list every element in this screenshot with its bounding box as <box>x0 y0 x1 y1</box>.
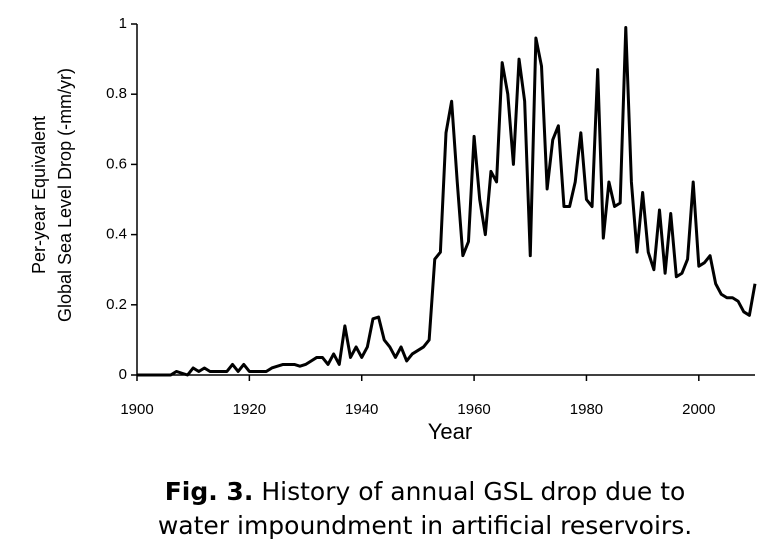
x-tick-label: 1900 <box>120 401 153 418</box>
y-tick-label: 0.8 <box>106 85 127 102</box>
x-tick-label: 1940 <box>345 401 378 418</box>
x-tick-label: 1920 <box>233 401 266 418</box>
caption-line: water impoundment in artificial reservoi… <box>158 511 692 540</box>
y-axis-label: Global Sea Level Drop (-mm/yr) <box>55 68 75 322</box>
x-axis-label: Year <box>428 419 472 444</box>
y-tick-label: 0.6 <box>106 155 127 172</box>
caption-line: History of annual GSL drop due to <box>261 477 685 506</box>
caption-label: Fig. 3. <box>165 477 254 506</box>
data-line <box>137 26 757 377</box>
y-tick-label: 0.2 <box>106 296 127 313</box>
x-tick-label: 1980 <box>570 401 603 418</box>
y-tick-label: 0 <box>119 366 127 383</box>
y-tick-label: 0.4 <box>106 226 127 243</box>
x-tick-label: 2000 <box>682 401 715 418</box>
caption: Fig. 3. History of annual GSL drop due to <box>165 477 686 506</box>
y-tick-label: 1 <box>119 15 127 32</box>
y-axis-label: Per-year Equivalent <box>29 116 49 274</box>
x-tick-label: 1960 <box>457 401 490 418</box>
